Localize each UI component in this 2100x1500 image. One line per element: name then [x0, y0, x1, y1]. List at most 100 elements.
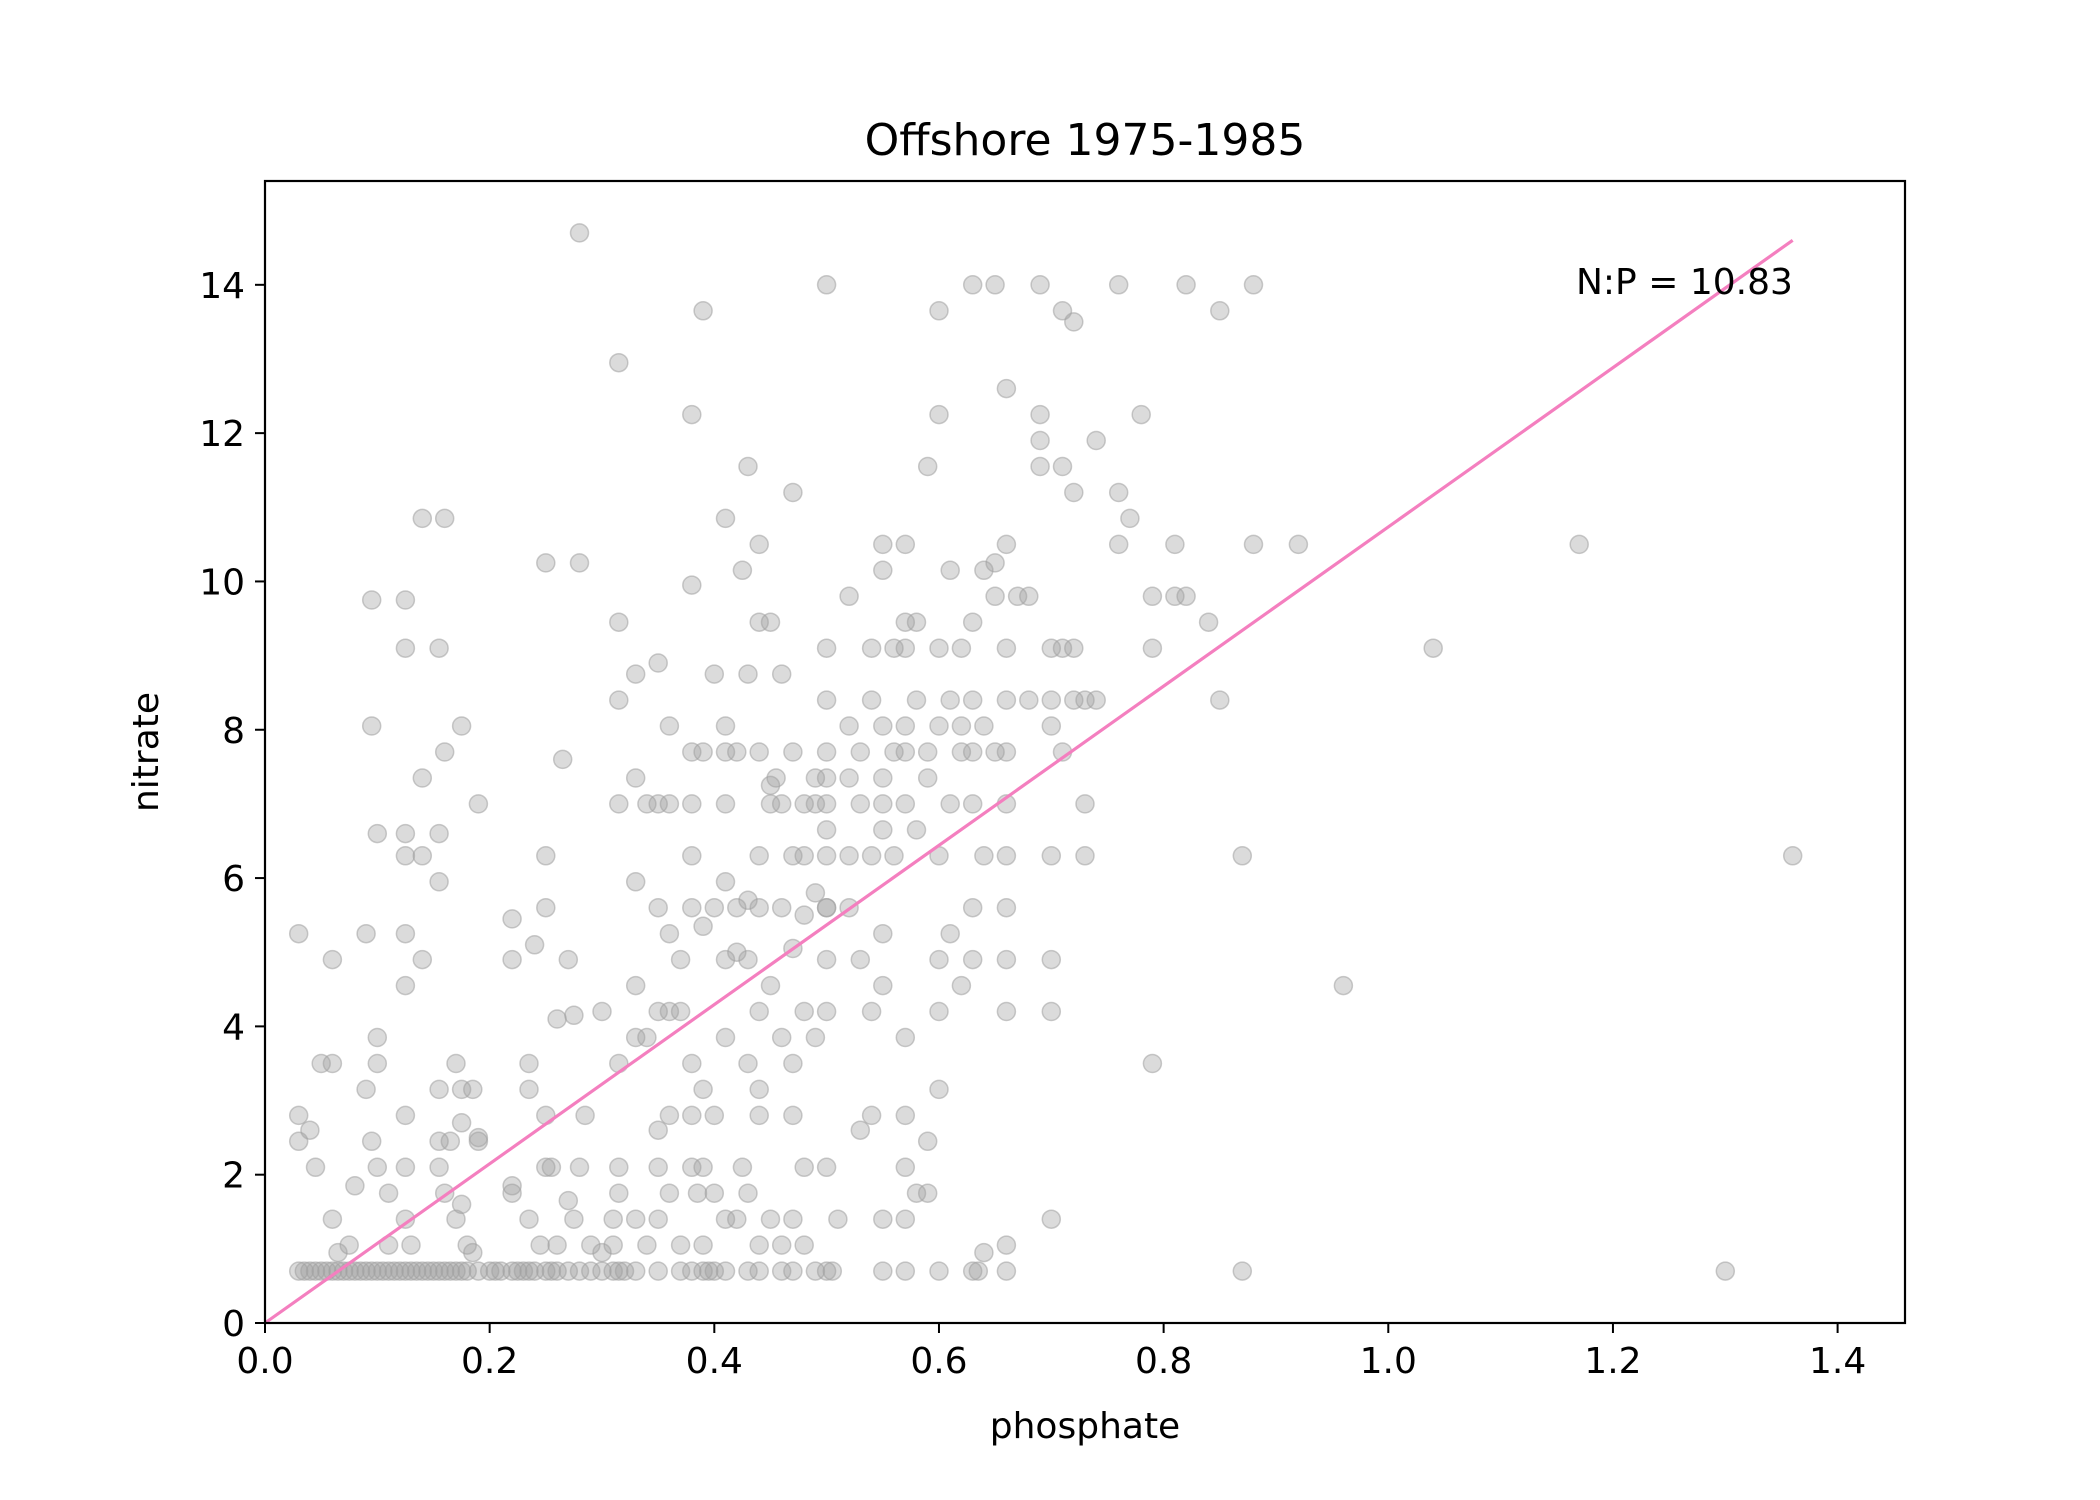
data-point	[1007, 586, 1028, 607]
data-point	[1142, 1053, 1163, 1074]
data-point	[805, 1027, 826, 1048]
data-point	[996, 1235, 1017, 1255]
data-point	[1108, 534, 1129, 555]
data-point	[463, 1242, 483, 1263]
data-point	[670, 1235, 691, 1255]
x-tick-label: 0.0	[236, 1341, 293, 1382]
data-point	[519, 1261, 539, 1281]
data-point	[670, 1001, 691, 1022]
data-point	[406, 1261, 427, 1281]
data-point	[951, 742, 972, 762]
data-point	[749, 1105, 769, 1126]
data-point	[749, 846, 769, 866]
data-point	[288, 923, 309, 944]
data-point	[328, 1242, 348, 1263]
data-point	[513, 1261, 534, 1281]
data-point	[395, 846, 416, 866]
data-point	[895, 794, 916, 814]
data-point	[361, 590, 382, 610]
data-point	[609, 1183, 629, 1203]
data-point	[1075, 846, 1095, 866]
data-point	[1041, 690, 1062, 710]
data-point	[350, 1261, 371, 1281]
data-point	[771, 1261, 792, 1281]
data-point	[451, 1113, 472, 1133]
data-point	[502, 949, 522, 970]
data-point	[367, 1157, 388, 1178]
data-point	[659, 923, 680, 944]
data-point	[873, 534, 893, 555]
data-point	[367, 1027, 388, 1048]
data-point	[732, 1157, 753, 1178]
x-tick-label: 0.4	[686, 1341, 743, 1382]
data-point	[738, 890, 758, 911]
data-point	[929, 716, 949, 736]
data-point	[760, 975, 781, 996]
data-point	[401, 1261, 421, 1281]
data-point	[300, 1120, 320, 1140]
data-point	[564, 1005, 584, 1026]
data-point	[805, 794, 826, 814]
data-point	[609, 1261, 629, 1281]
fit-line	[264, 239, 1794, 1325]
data-point	[940, 560, 960, 581]
data-point	[581, 1261, 601, 1281]
data-point	[816, 846, 837, 866]
data-point	[698, 1261, 719, 1281]
data-point	[361, 1261, 382, 1281]
data-point	[962, 897, 983, 918]
ratio-annotation: N:P = 10.83	[1576, 262, 1793, 303]
y-tick-label: 6	[222, 859, 245, 900]
data-point	[873, 560, 893, 581]
data-point	[395, 975, 416, 996]
data-point	[1075, 690, 1095, 710]
data-point	[1108, 275, 1129, 295]
data-point	[996, 846, 1017, 866]
data-point	[968, 1261, 989, 1281]
data-point	[727, 897, 747, 918]
data-point	[429, 872, 449, 892]
data-point	[783, 1053, 803, 1074]
data-point	[1333, 975, 1354, 996]
data-point	[609, 794, 629, 814]
data-point	[659, 794, 680, 814]
data-point	[670, 949, 691, 970]
data-point	[962, 1261, 983, 1281]
data-point	[895, 1261, 916, 1281]
data-point	[395, 590, 416, 610]
data-point	[783, 1261, 803, 1281]
data-point	[1041, 638, 1062, 658]
data-point	[1142, 586, 1163, 607]
data-point	[395, 1105, 416, 1126]
data-point	[940, 923, 960, 944]
y-tick-label: 12	[199, 414, 245, 455]
data-point	[1210, 301, 1230, 321]
data-point	[917, 456, 938, 477]
data-point	[873, 716, 893, 736]
data-point	[1165, 534, 1185, 555]
data-point	[861, 1105, 882, 1126]
data-point	[1108, 482, 1129, 503]
data-point	[783, 1105, 803, 1126]
data-point	[1782, 846, 1803, 866]
data-point	[693, 1157, 713, 1178]
data-point	[395, 923, 416, 944]
data-point	[1232, 846, 1253, 866]
y-tick-label: 8	[222, 711, 245, 752]
data-point	[816, 897, 837, 918]
data-point	[861, 638, 882, 658]
y-axis-label: nitrate	[126, 692, 167, 812]
data-point	[749, 1001, 769, 1022]
data-point	[361, 1131, 382, 1152]
data-point	[451, 1261, 472, 1281]
data-point	[479, 1261, 500, 1281]
data-point	[760, 612, 781, 632]
data-point	[749, 1235, 769, 1255]
data-point	[749, 534, 769, 555]
data-point	[519, 1209, 539, 1229]
data-point	[507, 1261, 528, 1281]
data-point	[440, 1131, 461, 1152]
data-point	[322, 1209, 343, 1229]
data-point	[468, 794, 489, 814]
data-point	[727, 742, 747, 762]
